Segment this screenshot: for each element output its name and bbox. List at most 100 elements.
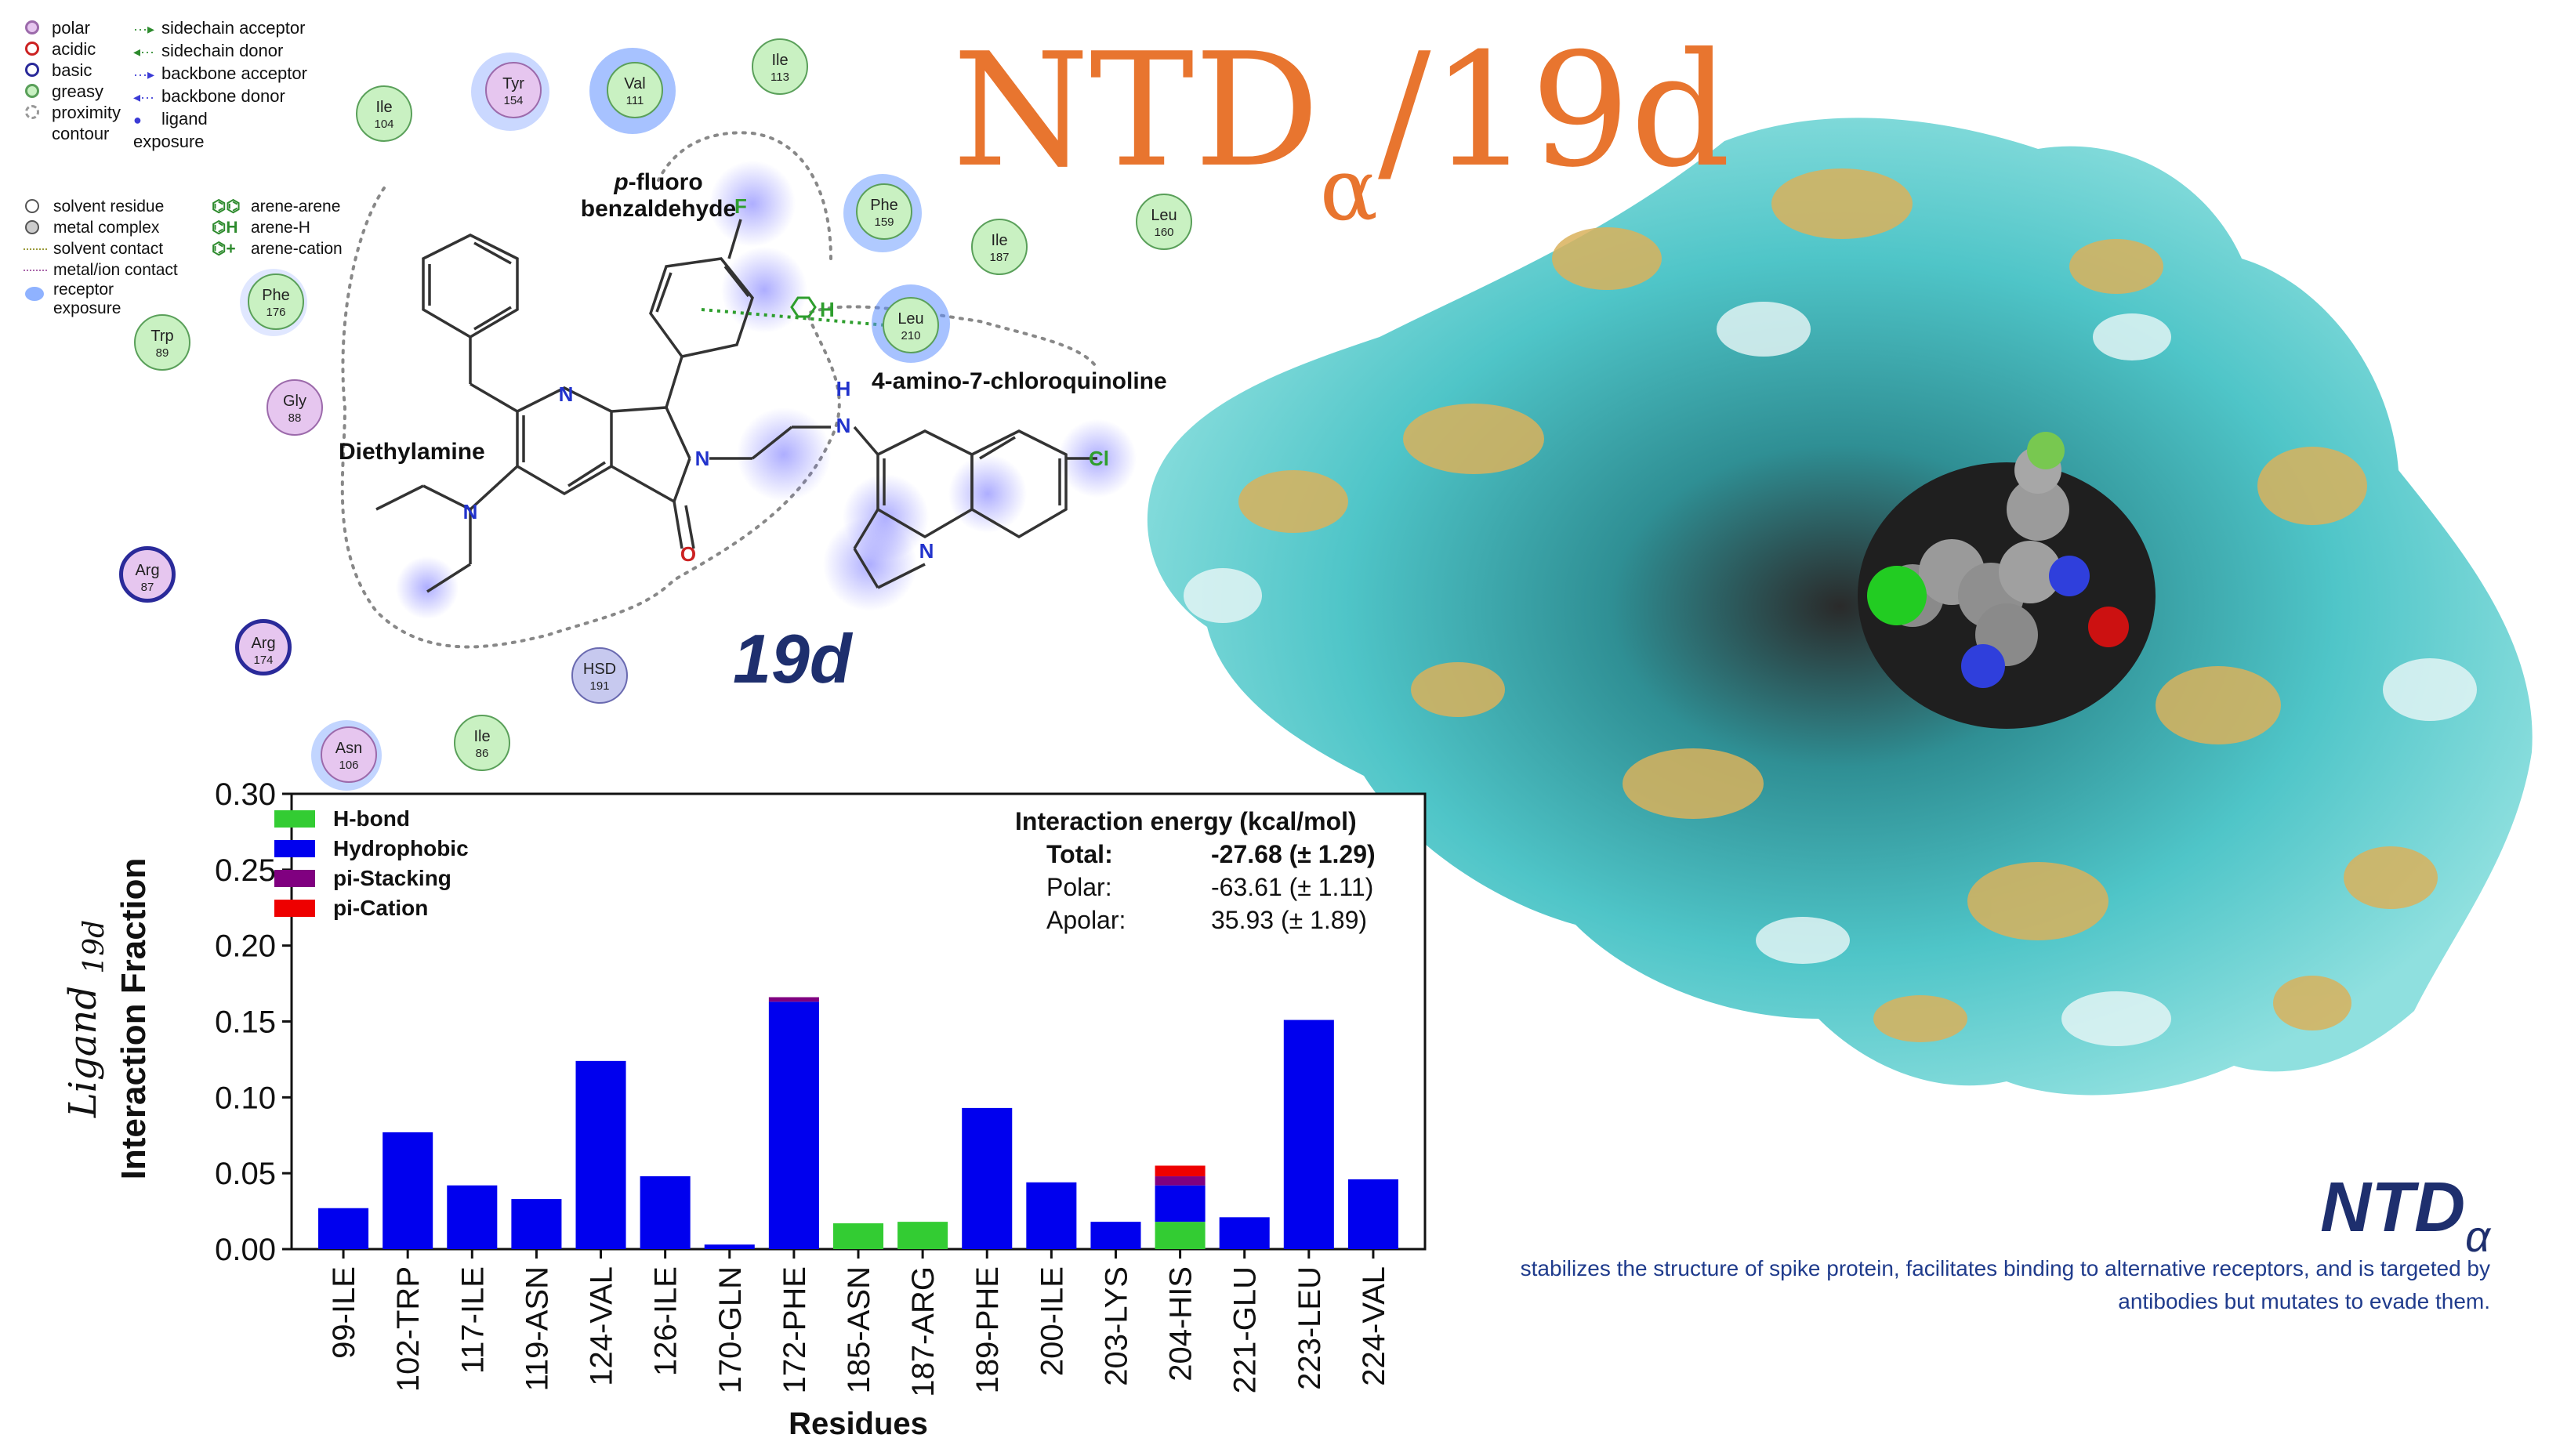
- bar-hydrophobic: [640, 1176, 691, 1249]
- fragment-fluoro-rest: -fluoro: [628, 169, 703, 195]
- residue-name: Trp: [150, 328, 174, 345]
- bar-h-bond: [897, 1222, 948, 1249]
- residue-name: Ile: [991, 232, 1008, 249]
- residue-gly-88: Gly 88: [267, 379, 323, 436]
- legend-misc-label: solvent contact: [53, 240, 164, 258]
- x-tick-label: 99-ILE: [327, 1266, 361, 1359]
- energy-row-value: 35.93 (± 1.89): [1211, 906, 1368, 934]
- residue-name: Leu: [897, 310, 924, 328]
- white-patches: [1184, 302, 2477, 1046]
- residue-number: 113: [771, 71, 789, 84]
- legend-contact-item: ···▸ backbone acceptor: [133, 63, 307, 85]
- fragment-fluoro-line2: benzaldehyde: [580, 196, 737, 222]
- energy-row-label: Apolar:: [1046, 906, 1126, 934]
- ligand-name-label: 19d: [733, 620, 852, 697]
- y-tick-label: 0.10: [215, 1081, 276, 1115]
- x-tick-label: 126-ILE: [649, 1266, 683, 1376]
- x-tick-label: 204-HIS: [1164, 1266, 1198, 1382]
- hydrophobic-patches: [1238, 168, 2438, 1042]
- x-tick-label: 124-VAL: [585, 1266, 619, 1386]
- basic-circle-icon: [25, 63, 39, 77]
- legend-contact-item: ◂··· sidechain donor: [133, 40, 307, 63]
- y-axis-label-ligand-word: Ligand: [61, 974, 105, 1118]
- arene-legend: ⌬⌬ arene-arene ⌬H arene-H ⌬+ arene-cation: [212, 196, 343, 259]
- residue-number: 154: [503, 94, 524, 107]
- y-tick-label: 0.05: [215, 1157, 276, 1191]
- x-tick-label: 119-ASN: [520, 1266, 554, 1391]
- misc-legend: solvent residue metal complex solvent cont…: [24, 196, 178, 318]
- legend-contact-item: ● ligand exposure: [133, 108, 267, 152]
- residue-leu-160: Leu 160: [1136, 194, 1192, 250]
- residue-name: Val: [624, 75, 646, 92]
- metal-ion-contact-icon: [24, 270, 47, 271]
- legend-arene-item: ⌬⌬ arene-arene: [212, 196, 343, 217]
- residue-number: 86: [475, 747, 489, 760]
- title-main: NTD: [952, 20, 1320, 202]
- legend-swatch: [274, 810, 315, 828]
- residue-leu-210: Leu 210: [883, 297, 939, 353]
- title-ligand: /19d: [1378, 20, 1731, 202]
- residue-number: 111: [625, 94, 644, 107]
- bar-hydrophobic: [1347, 1179, 1398, 1249]
- x-tick-label: 185-ASN: [842, 1266, 876, 1393]
- protein-label: NTDα: [2320, 1168, 2490, 1262]
- legend-label: Hydrophobic: [333, 836, 469, 860]
- legend-type-label: basic: [52, 60, 92, 80]
- legend-contact-label: sidechain donor: [161, 41, 284, 60]
- legend-type-item: polar: [24, 17, 368, 38]
- legend-type-label: polar: [52, 18, 90, 38]
- legend-type-label: proximity contour: [52, 103, 121, 143]
- residue-name: Ile: [771, 52, 789, 69]
- legend-type-item: proximity contour: [24, 102, 138, 144]
- contact-arrow-icon: ···▸: [133, 67, 155, 82]
- solvent-contact-icon: [24, 248, 47, 250]
- legend-misc-item: solvent contact: [24, 238, 178, 259]
- fragment-fluoro-prefix: p: [614, 169, 629, 195]
- arene-contact-icon: ⌬+: [212, 240, 236, 258]
- y-tick-label: 0.25: [215, 853, 276, 888]
- residue-type-legend: polar acidic basic greasy proximity contour: [24, 17, 368, 144]
- legend-arene-label: arene-H: [251, 219, 310, 237]
- legend-misc-item: receptor exposure: [24, 281, 171, 318]
- atom-cl-label: Cl: [1089, 447, 1109, 470]
- bar-pi-stacking: [768, 997, 819, 1002]
- legend-type-label: greasy: [52, 81, 104, 101]
- x-tick-label: 224-VAL: [1357, 1266, 1391, 1386]
- energy-row-label: Polar:: [1046, 873, 1112, 901]
- residue-ile-86: Ile 86: [454, 715, 510, 771]
- residue-name: Phe: [870, 197, 898, 214]
- ligand-interaction-diagram: F N N N N H N O Cl H: [340, 131, 1137, 649]
- residue-number: 89: [155, 346, 169, 360]
- ligand-structure: [375, 219, 1097, 593]
- residue-number: 174: [253, 654, 274, 667]
- legend-contact-label: ligand exposure: [133, 109, 208, 151]
- residue-number: 187: [989, 251, 1010, 264]
- legend-misc-item: metal/ion contact: [24, 259, 178, 281]
- x-tick-label: 102-TRP: [391, 1266, 426, 1392]
- x-tick-label: 117-ILE: [455, 1266, 490, 1374]
- energy-row-value: -27.68 (± 1.29): [1211, 840, 1376, 868]
- bar-hydrophobic: [962, 1107, 1013, 1249]
- bar-hydrophobic: [318, 1208, 369, 1249]
- residue-number: 104: [374, 118, 394, 131]
- atom-n4-label: N: [836, 414, 851, 437]
- residue-number: 159: [874, 216, 894, 229]
- x-tick-label: 221-GLU: [1228, 1266, 1263, 1393]
- atom-f-label: F: [734, 194, 747, 218]
- legend-misc-label: metal/ion contact: [53, 261, 178, 279]
- x-tick-label: 170-GLN: [713, 1266, 748, 1393]
- bar-pi-stacking: [1155, 1176, 1206, 1186]
- contact-arrow-icon: ◂···: [133, 89, 155, 105]
- legend-type-item: greasy: [24, 81, 368, 102]
- acidic-circle-icon: [25, 42, 39, 56]
- legend-type-item: acidic: [24, 38, 368, 60]
- bar-hydrophobic: [768, 1001, 819, 1249]
- bar-h-bond: [832, 1223, 884, 1249]
- atom-n1-label: N: [559, 382, 574, 406]
- energy-row-value: -63.61 (± 1.11): [1211, 873, 1374, 901]
- polar-circle-icon: [25, 20, 39, 34]
- bar-hydrophobic: [1090, 1222, 1141, 1249]
- metal-complex-icon: [25, 220, 39, 234]
- legend-misc-item: solvent residue: [24, 196, 178, 217]
